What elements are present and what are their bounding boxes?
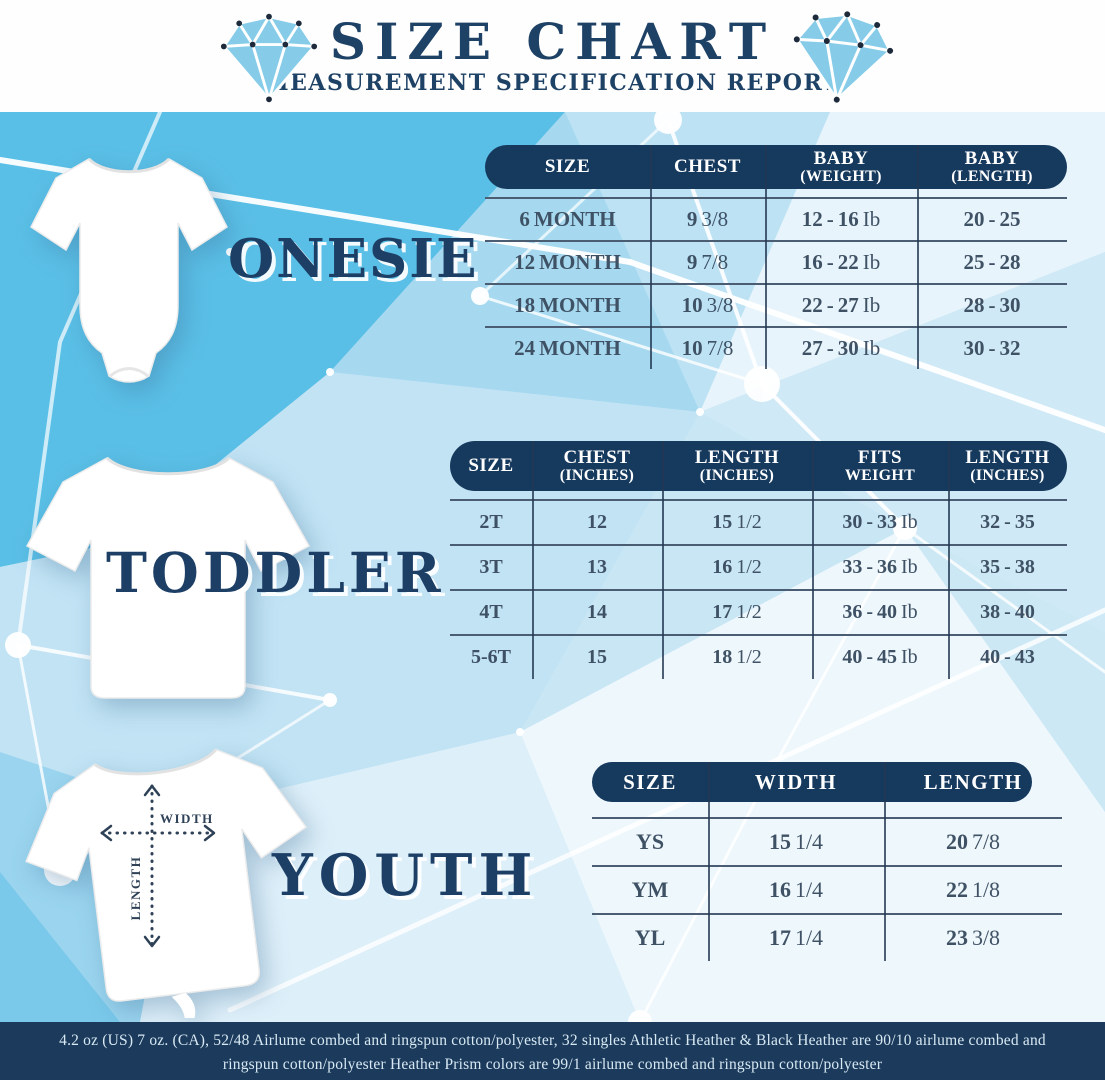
diamond-icon bbox=[793, 11, 894, 103]
table-cell: 35-38 bbox=[948, 544, 1067, 589]
youth-shirt-image bbox=[25, 748, 308, 1018]
column-header: BABY (LENGTH) bbox=[951, 147, 1033, 185]
table-cell: 2T bbox=[450, 499, 532, 544]
onesie-size-table: SIZE CHEST BABY (WEIGHT) BABY (LENGTH) 6 MONTH… bbox=[485, 145, 1067, 369]
table-cell: 12 bbox=[532, 499, 662, 544]
column-header: BABY (WEIGHT) bbox=[800, 147, 882, 185]
width-arrow-label: WIDTH bbox=[160, 811, 214, 826]
table-cell: 6 MONTH bbox=[485, 197, 650, 240]
onesie-product-image bbox=[30, 157, 228, 383]
table-cell: 13 bbox=[532, 544, 662, 589]
table-cell: 9 3/8 bbox=[650, 197, 765, 240]
footer-line-2: ringspun cotton/polyester Heather Prism … bbox=[222, 1056, 883, 1074]
table-cell: 30-33 Ib bbox=[812, 499, 948, 544]
table-cell: 16 1/2 bbox=[662, 544, 812, 589]
page-subtitle: MEASUREMENT SPECIFICATION REPORT bbox=[264, 70, 841, 96]
measurement-arrows: WIDTH LENGTH bbox=[100, 784, 216, 948]
table-cell: YM bbox=[592, 865, 708, 913]
table-cell: 24 MONTH bbox=[485, 326, 650, 369]
column-header: SIZE bbox=[468, 455, 514, 477]
section-label-youth: YOUTH bbox=[272, 842, 539, 909]
table-cell: 15 bbox=[532, 634, 662, 679]
table-header-row: SIZE CHEST BABY (WEIGHT) BABY (LENGTH) bbox=[485, 145, 1067, 189]
youth-size-table: SIZE WIDTH LENGTH YS 15 1/4 20 7/8 YM 16 1/4 22 1/8… bbox=[592, 762, 1062, 961]
table-cell: 28-30 bbox=[917, 283, 1067, 326]
toddler-shirt-image bbox=[25, 456, 311, 699]
length-arrow-label: LENGTH bbox=[128, 856, 143, 921]
table-cell: 15 1/2 bbox=[662, 499, 812, 544]
table-cell: 20 7/8 bbox=[884, 817, 1062, 865]
column-header: LENGTH (INCHES) bbox=[965, 446, 1050, 484]
table-cell: 22-27 Ib bbox=[765, 283, 917, 326]
table-cell: 40-45 Ib bbox=[812, 634, 948, 679]
table-cell: 14 bbox=[532, 589, 662, 634]
table-cell: 15 1/4 bbox=[708, 817, 884, 865]
table-cell: 40-43 bbox=[948, 634, 1067, 679]
page-title: SIZE CHART bbox=[329, 12, 776, 71]
table-cell: 10 7/8 bbox=[650, 326, 765, 369]
table-cell: 17 1/4 bbox=[708, 913, 884, 961]
section-label-onesie: ONESIE bbox=[228, 228, 479, 290]
header-band bbox=[0, 0, 1105, 112]
toddler-size-table: SIZE CHEST (INCHES) LENGTH (INCHES) FITS WEIGH… bbox=[450, 441, 1067, 679]
table-body: YS 15 1/4 20 7/8 YM 16 1/4 22 1/8 YL 17 1/4 23 3/8 bbox=[592, 817, 1062, 961]
table-cell: 12-16 Ib bbox=[765, 197, 917, 240]
table-cell: 33-36 Ib bbox=[812, 544, 948, 589]
table-cell: 27-30 Ib bbox=[765, 326, 917, 369]
column-header: CHEST (INCHES) bbox=[559, 446, 635, 484]
column-header: SIZE bbox=[623, 769, 677, 794]
column-header: FITS WEIGHT bbox=[844, 446, 916, 484]
table-body: 2T 12 15 1/2 30-33 Ib 32-35 3T 13 16 1/2 33-36 Ib 35-… bbox=[450, 499, 1067, 679]
section-label-toddler: TODDLER bbox=[106, 540, 445, 605]
table-cell: 22 1/8 bbox=[884, 865, 1062, 913]
table-cell: 32-35 bbox=[948, 499, 1067, 544]
table-cell: 16-22 Ib bbox=[765, 240, 917, 283]
table-cell: YL bbox=[592, 913, 708, 961]
table-cell: 3T bbox=[450, 544, 532, 589]
column-header: LENGTH bbox=[923, 769, 1023, 794]
table-cell: 18 1/2 bbox=[662, 634, 812, 679]
table-cell: 25-28 bbox=[917, 240, 1067, 283]
table-header-row: SIZE CHEST (INCHES) LENGTH (INCHES) FITS WEIGH… bbox=[450, 441, 1067, 491]
table-cell: 36-40 Ib bbox=[812, 589, 948, 634]
table-cell: 4T bbox=[450, 589, 532, 634]
table-cell: 16 1/4 bbox=[708, 865, 884, 913]
table-cell: 20-25 bbox=[917, 197, 1067, 240]
fabric-spec-footer: 4.2 oz (US) 7 oz. (CA), 52/48 Airlume co… bbox=[0, 1022, 1105, 1080]
column-header: WIDTH bbox=[754, 769, 838, 794]
table-cell: 5-6T bbox=[450, 634, 532, 679]
table-cell: 9 7/8 bbox=[650, 240, 765, 283]
table-header-row: SIZE WIDTH LENGTH bbox=[592, 762, 1032, 802]
column-header: CHEST bbox=[674, 156, 741, 178]
column-header: SIZE bbox=[544, 156, 591, 178]
table-body: 6 MONTH 9 3/8 12-16 Ib 20-25 12 MONTH 9 7/8 16-22 Ib… bbox=[485, 197, 1067, 369]
footer-line-1: 4.2 oz (US) 7 oz. (CA), 52/48 Airlume co… bbox=[59, 1032, 1046, 1049]
column-header: LENGTH (INCHES) bbox=[694, 446, 780, 484]
table-cell: 38-40 bbox=[948, 589, 1067, 634]
diamond-icon bbox=[220, 13, 318, 103]
table-cell: 17 1/2 bbox=[662, 589, 812, 634]
table-cell: 12 MONTH bbox=[485, 240, 650, 283]
table-cell: 18 MONTH bbox=[485, 283, 650, 326]
table-cell: 10 3/8 bbox=[650, 283, 765, 326]
table-cell: 30-32 bbox=[917, 326, 1067, 369]
table-cell: 23 3/8 bbox=[884, 913, 1062, 961]
table-cell: YS bbox=[592, 817, 708, 865]
